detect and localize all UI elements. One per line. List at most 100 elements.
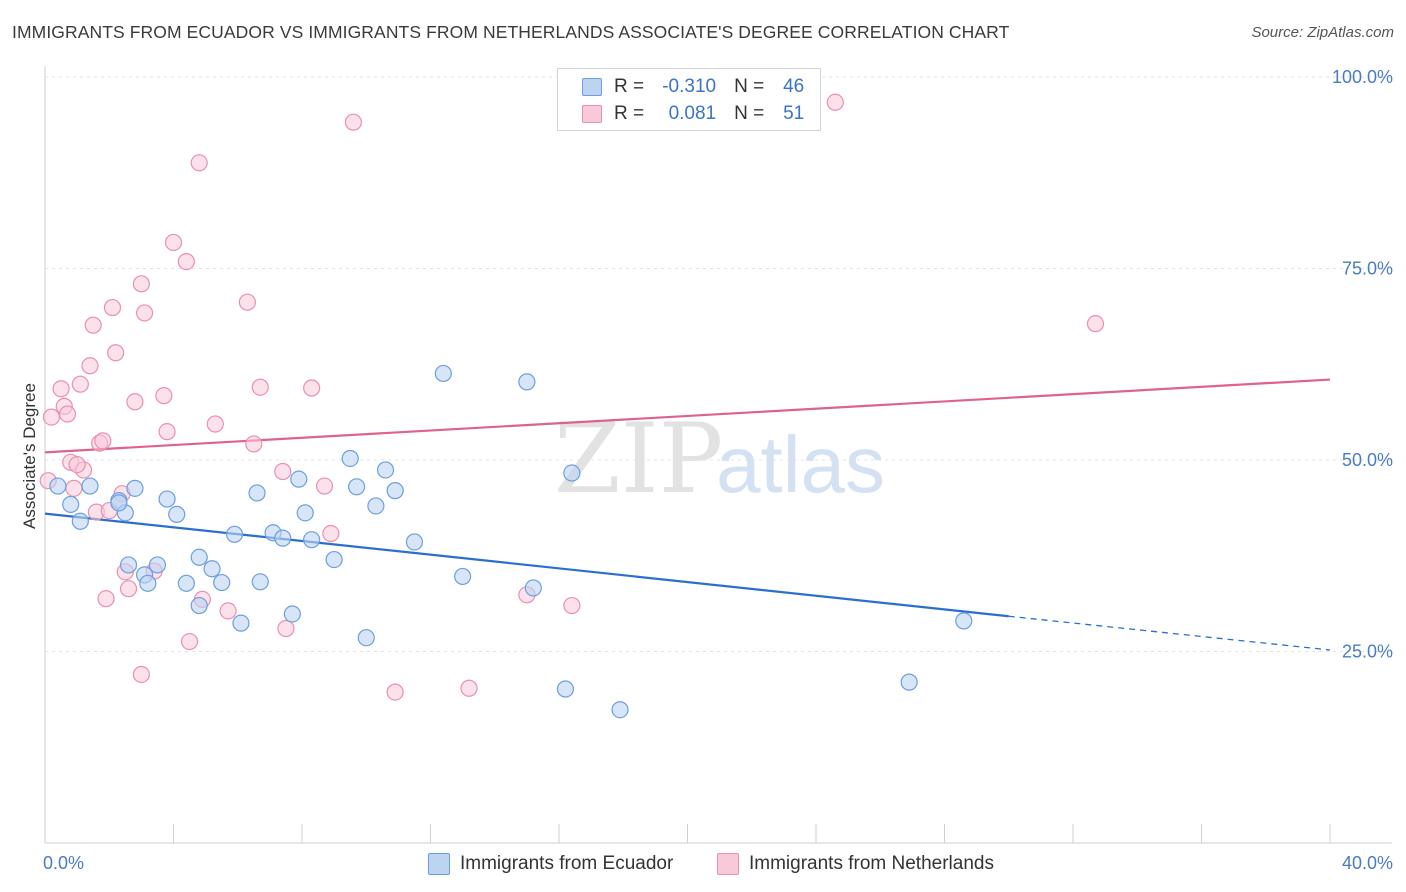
ecuador-point xyxy=(900,673,918,691)
tick-labels: 25.0% 50.0% 75.0% 100.0% 0.0% 40.0% xyxy=(43,67,1393,873)
netherlands-legend-swatch xyxy=(717,853,739,875)
y-axis-label: Associate's Degree xyxy=(20,383,39,529)
netherlands-point xyxy=(81,357,99,375)
ecuador-point xyxy=(248,484,266,502)
legend-n-label: N = xyxy=(734,103,765,124)
netherlands-point xyxy=(177,253,195,271)
ecuador-point xyxy=(110,494,128,512)
legend-r-value-ecuador: -0.310 xyxy=(662,76,717,97)
netherlands-point xyxy=(180,632,199,651)
netherlands-point xyxy=(119,580,138,598)
legend-r-label: R = xyxy=(614,76,645,97)
netherlands-point xyxy=(826,93,844,111)
ecuador-point xyxy=(49,477,67,495)
x-tick-label: 40.0% xyxy=(1342,853,1393,873)
ecuador-point xyxy=(139,574,157,592)
netherlands-legend-label: Immigrants from Netherlands xyxy=(749,853,994,874)
ecuador-legend-label: Immigrants from Ecuador xyxy=(460,853,674,874)
netherlands-point xyxy=(97,590,115,608)
ecuador-point xyxy=(203,560,221,578)
ecuador-point xyxy=(376,461,395,479)
ecuador-point xyxy=(405,533,424,551)
axes xyxy=(44,66,1392,844)
netherlands-point xyxy=(71,375,89,393)
ecuador-point xyxy=(168,505,186,523)
netherlands-point xyxy=(251,378,269,396)
ecuador-point xyxy=(386,482,404,500)
netherlands-point xyxy=(1086,315,1105,333)
ecuador-point xyxy=(225,525,244,543)
netherlands-point xyxy=(245,435,263,453)
ecuador-point xyxy=(81,477,99,495)
ecuador-point xyxy=(71,512,89,530)
gridlines xyxy=(45,76,1392,652)
watermark-atlas: atlas xyxy=(716,420,885,509)
netherlands-point xyxy=(460,679,478,697)
chart-title: IMMIGRANTS FROM ECUADOR VS IMMIGRANTS FR… xyxy=(12,22,1010,42)
ecuador-point xyxy=(518,373,536,391)
ecuador-point xyxy=(232,614,250,632)
ecuador-point xyxy=(357,629,375,647)
ecuador-point xyxy=(213,573,231,592)
x-tick-label: 0.0% xyxy=(43,853,84,873)
netherlands-point xyxy=(303,379,321,397)
ecuador-legend-swatch xyxy=(428,853,450,875)
legend-n-value-ecuador: 46 xyxy=(783,76,805,97)
netherlands-point xyxy=(322,524,340,543)
ecuador-point xyxy=(563,464,581,482)
netherlands-point xyxy=(58,405,77,423)
ecuador-point xyxy=(434,364,452,383)
netherlands-point xyxy=(158,423,176,441)
ecuador-point xyxy=(367,497,385,515)
stats-legend: R = -0.310 N = 46 R = 0.081 N = 51 xyxy=(557,68,821,131)
legend-row-ecuador: R = -0.310 N = 46 xyxy=(582,75,804,99)
ecuador-points xyxy=(49,364,973,719)
ecuador-point xyxy=(126,479,144,497)
bottom-legend-ecuador: Immigrants from Ecuador xyxy=(428,851,673,877)
ecuador-point xyxy=(296,504,314,522)
y-tick-label: 75.0% xyxy=(1342,259,1393,279)
netherlands-point xyxy=(52,380,70,398)
ecuador-point xyxy=(251,573,269,591)
netherlands-point xyxy=(190,154,208,172)
netherlands-point xyxy=(65,479,83,497)
ecuador-point xyxy=(283,605,301,623)
bottom-legend-netherlands: Immigrants from Netherlands xyxy=(717,851,994,877)
legend-r-label: R = xyxy=(614,103,645,124)
ecuador-point xyxy=(325,550,343,569)
netherlands-point xyxy=(42,408,61,426)
netherlands-point xyxy=(277,619,295,638)
legend-row-netherlands: R = 0.081 N = 51 xyxy=(582,102,804,126)
netherlands-point xyxy=(164,233,183,252)
ecuador-trend-line xyxy=(44,512,1009,618)
ecuador-point xyxy=(303,531,321,549)
legend-n-label: N = xyxy=(734,76,765,97)
ecuador-point xyxy=(177,574,195,592)
ecuador-point xyxy=(524,579,542,597)
netherlands-point xyxy=(84,316,102,334)
ecuador-point xyxy=(341,449,359,468)
ecuador-swatch xyxy=(582,78,602,96)
ecuador-point xyxy=(454,567,472,586)
netherlands-point xyxy=(344,113,362,131)
ecuador-point xyxy=(955,612,973,630)
netherlands-point xyxy=(135,304,154,322)
ecuador-point xyxy=(556,680,575,698)
netherlands-point xyxy=(206,415,224,433)
ecuador-point xyxy=(274,529,292,547)
netherlands-point xyxy=(68,455,86,474)
ecuador-point xyxy=(348,478,366,496)
legend-r-value-netherlands: 0.081 xyxy=(668,103,717,124)
y-tick-label: 25.0% xyxy=(1342,642,1393,662)
netherlands-point xyxy=(126,393,144,411)
ecuador-trend-extension xyxy=(1008,615,1331,651)
ecuador-point xyxy=(62,495,80,514)
ecuador-point xyxy=(290,470,308,488)
netherlands-point xyxy=(94,432,112,450)
source-label: Source: ZipAtlas.com xyxy=(1251,24,1394,41)
ecuador-point xyxy=(148,556,167,574)
netherlands-point xyxy=(219,602,237,620)
y-tick-label: 100.0% xyxy=(1332,67,1393,87)
ecuador-point xyxy=(119,556,138,574)
